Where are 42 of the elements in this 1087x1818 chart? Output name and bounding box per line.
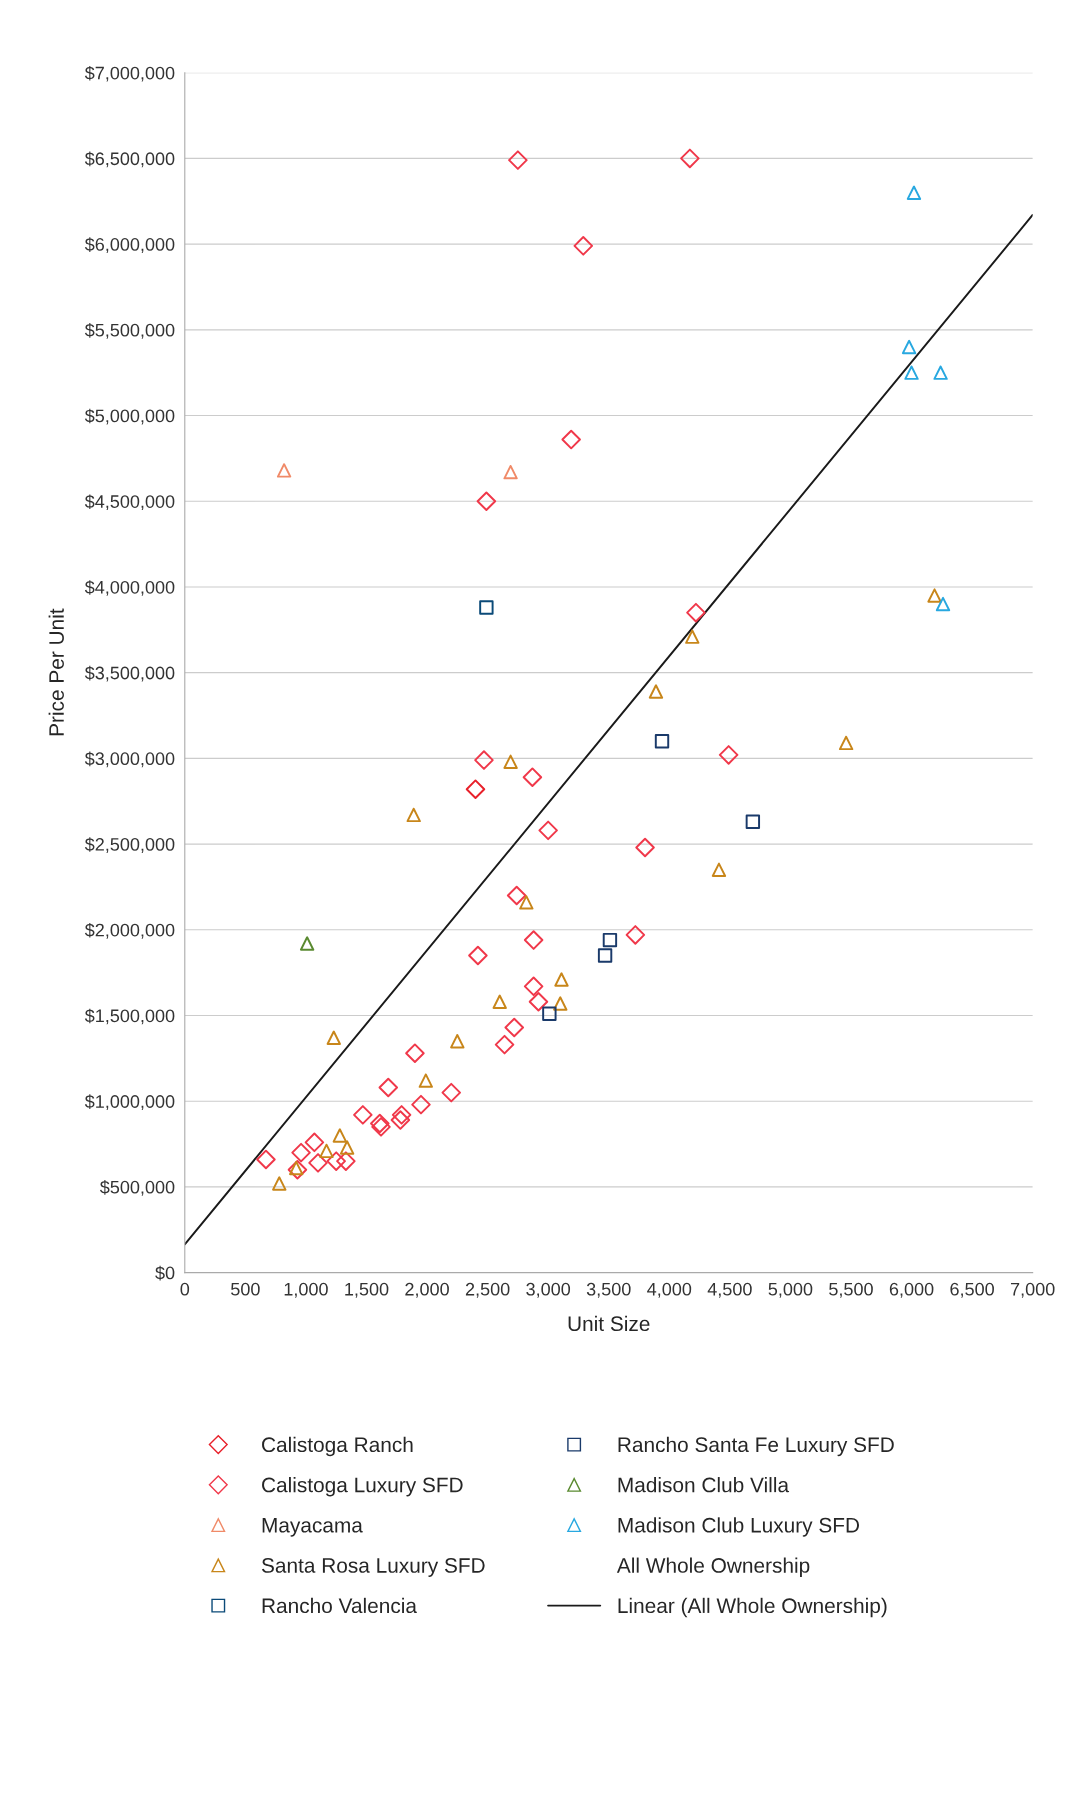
y-tick-label: $1,500,000 [84,1008,175,1025]
x-tick-label: 3,500 [586,1282,631,1298]
y-tick-label: $4,500,000 [84,494,175,511]
legend-label: Madison Club Villa [618,1477,790,1493]
y-axis-title: Price Per Unit [48,608,64,736]
y-tick-label: $1,000,000 [84,1094,175,1111]
y-tick-label: $0 [155,1265,175,1281]
x-tick-label: 3,000 [526,1282,571,1298]
x-tick-label: 6,000 [889,1282,934,1298]
x-tick-label: 7,000 [1010,1282,1055,1298]
legend-label: Mayacama [262,1518,363,1537]
x-tick-label: 2,000 [405,1282,449,1298]
x-tick-label: 2,500 [465,1282,510,1298]
x-tick-label: 5,000 [768,1282,813,1298]
y-tick-label: $7,000,000 [84,65,175,82]
legend-label: Calistoga Luxury SFD [262,1477,463,1497]
y-tick-label: $2,500,000 [84,837,175,853]
x-tick-label: 4,500 [707,1282,752,1298]
y-tick-label: $500,000 [99,1180,175,1196]
y-tick-label: $3,000,000 [84,751,175,768]
y-tick-label: $6,000,000 [84,237,175,253]
x-tick-label: 0 [180,1282,190,1296]
x-axis-title: Unit Size [568,1315,650,1332]
x-tick-label: 4,000 [647,1282,692,1298]
legend-label: Rancho Valencia [262,1597,417,1614]
legend-label: Rancho Santa Fe Luxury SFD [618,1436,894,1457]
legend-label: Linear (All Whole Ownership) [618,1597,887,1618]
x-tick-label: 6,500 [950,1282,994,1298]
y-tick-label: $3,500,000 [84,665,175,682]
x-tick-label: 500 [231,1282,260,1296]
y-tick-label: $6,500,000 [84,151,175,168]
x-tick-label: 5,500 [829,1282,873,1298]
legend-label: Santa Rosa Luxury SFD [261,1558,485,1577]
text: All Whole Ownership [616,1557,810,1577]
y-tick-label: $2,000,000 [84,922,175,939]
x-tick-label: 1,500 [345,1282,389,1298]
legend-label: Madison Club Luxury SFD [618,1517,860,1537]
y-tick-label: $4,000,000 [84,580,175,596]
y-tick-label: $5,000,000 [84,408,175,425]
y-tick-label: $5,500,000 [84,323,175,339]
x-tick-label: 1,000 [284,1282,328,1298]
legend-label: Calistoga Ranch [262,1436,413,1457]
